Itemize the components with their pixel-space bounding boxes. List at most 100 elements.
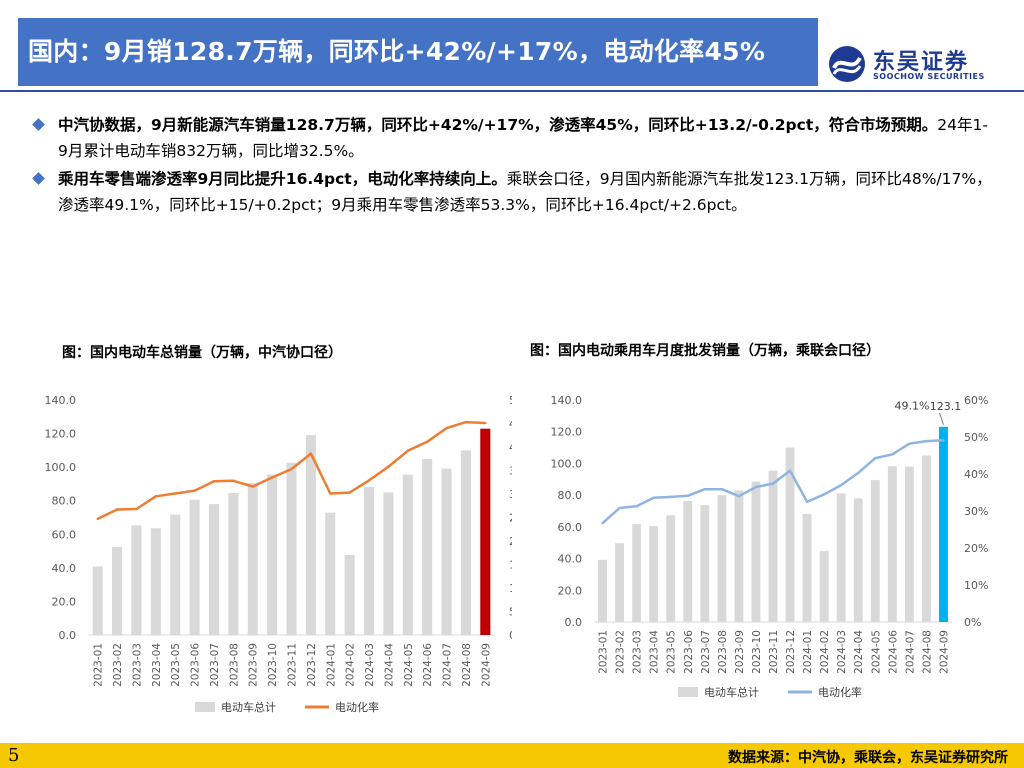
bar [286,462,297,635]
x-tick-label: 2023-04 [151,643,163,687]
x-tick-label: 2023-04 [649,630,661,674]
logo-name-cn: 东吴证券 [873,50,970,75]
rate-point [686,494,689,498]
x-tick-label: 2023-09 [734,630,746,674]
bar [305,435,316,635]
y2-tick-label: 0% [509,629,512,642]
y-tick-label: 140.0 [45,394,77,407]
x-tick-label: 2023-08 [228,643,240,687]
x-tick-label: 2023-07 [700,630,712,674]
bar [267,474,278,635]
bar [632,524,642,622]
annotation-value: 123.1 [930,400,962,413]
y2-tick-label: 45% [509,418,512,431]
x-tick-label: 2023-06 [683,630,695,674]
y-tick-label: 140.0 [551,394,583,407]
legend-bar-swatch [195,702,215,712]
bar [768,470,778,622]
rate-point [822,493,826,496]
y2-tick-label: 20% [509,535,512,548]
diamond-bullet-icon [32,118,45,131]
y2-tick-label: 25% [509,512,512,525]
x-tick-label: 2023-11 [768,630,780,674]
rate-point [754,485,758,489]
x-tick-label: 2023-09 [248,643,260,687]
rate-point [771,482,775,485]
bar [208,504,220,635]
bar [480,428,491,635]
rate-point [737,495,741,498]
y2-tick-label: 10% [964,579,988,592]
rate-point [484,421,487,425]
x-tick-label: 2023-02 [112,643,124,687]
y2-tick-label: 5% [509,606,512,619]
chart-ev-passenger-wholesale: 0.0 20.0 40.0 60.0 80.0 100.0 120.0 140.0 0% 10% 2… [551,394,989,699]
y2-tick-label: 30% [509,488,512,501]
rate-point [367,479,371,482]
bar [402,474,413,635]
rate-point [669,495,672,499]
diamond-bullet-icon [32,172,45,185]
rate-point [445,427,448,430]
rate-point [618,506,621,510]
y-tick-label: 40.0 [52,562,77,575]
company-logo: 东吴证券 SOOCHOW SECURITIES [826,44,1006,84]
bar [819,550,829,622]
x-tick-label: 2023-01 [598,630,610,674]
bar [131,525,142,635]
rate-point [406,449,409,452]
y-tick-label: 100.0 [551,457,583,470]
bar [422,458,433,635]
rate-point [115,508,119,511]
legend-bar-swatch [678,687,698,697]
bar [939,426,948,622]
y2-tick-label: 20% [964,542,988,555]
rate-point [720,487,724,491]
x-tick-label: 2024-06 [422,643,434,687]
x-tick-label: 2023-12 [785,630,797,674]
x-tick-label: 2024-02 [819,630,831,674]
chart-title: 图：国内电动乘用车月度批发销量（万辆，乘联会口径） [530,343,880,359]
bar [921,455,931,622]
legend-label: 电动化率 [818,685,862,699]
y2-tick-label: 10% [509,582,512,595]
rate-point [290,467,293,471]
bar [325,512,336,635]
y-tick-label: 60.0 [558,521,583,534]
x-tick-label: 2023-02 [615,630,627,674]
y2-tick-label: 0% [964,616,981,629]
rate-point [891,453,894,456]
rate-point [154,495,158,498]
rate-point [464,420,468,424]
y-tick-label: 20.0 [52,595,77,608]
x-tick-label: 2024-05 [870,630,882,674]
logo-name-en: SOOCHOW SECURITIES [873,72,985,81]
x-tick-label: 2024-07 [442,643,454,687]
soochow-logo-icon [829,46,865,82]
bar [247,483,258,635]
x-tick-label: 2023-12 [306,643,318,687]
data-source: 数据来源：中汽协，乘联会，东吴证券研究所 [728,750,1008,766]
y2-tick-label: 15% [509,559,512,572]
x-tick-label: 2024-09 [480,643,492,687]
x-tick-label: 2023-01 [93,643,105,687]
bar [853,498,863,622]
x-tick-label: 2024-01 [802,630,814,674]
legend-label: 电动化率 [335,700,379,714]
rate-point [309,452,313,455]
annotation-leader [939,412,944,425]
chart-title: 图：国内电动车总销量（万辆，中汽协口径） [62,345,342,361]
y-tick-label: 80.0 [52,495,77,508]
chart-ev-total-sales: 0.0 20.0 40.0 60.0 80.0 100.0 120.0 140.0 0% 5% 10… [45,394,513,714]
footer-bar [0,743,1024,768]
y-tick-label: 60.0 [52,528,77,541]
rate-point [212,480,216,483]
page-number: 5 [8,745,20,766]
bar [666,515,676,622]
annotation-rate: 49.1% [895,399,930,412]
rate-point [174,492,177,495]
rate-point [788,469,792,472]
bar [904,466,914,622]
y-tick-label: 0.0 [565,616,583,629]
y-tick-label: 40.0 [558,553,583,566]
